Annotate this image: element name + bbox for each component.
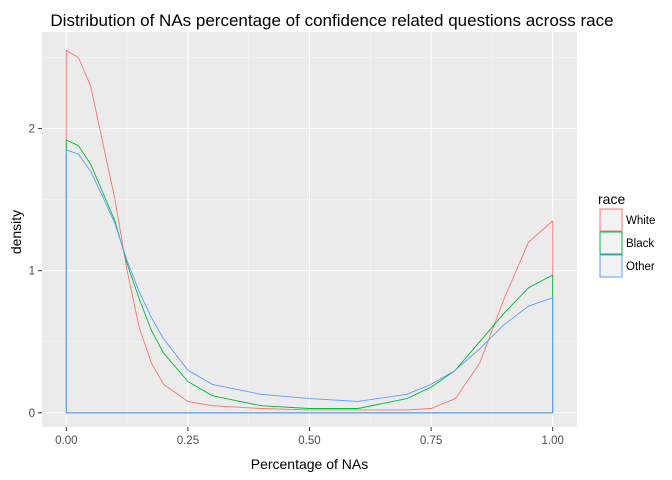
x-axis-title: Percentage of NAs bbox=[251, 456, 369, 472]
x-tick-label: 0.00 bbox=[55, 435, 77, 447]
legend-key-black bbox=[599, 231, 623, 255]
x-tick-label: 0.50 bbox=[298, 435, 320, 447]
x-tick-label: 1.00 bbox=[541, 435, 563, 447]
legend-key-other bbox=[599, 254, 623, 278]
legend-label-black: Black bbox=[626, 238, 654, 250]
chart-title: Distribution of NAs percentage of confid… bbox=[50, 11, 613, 30]
density-curve-black bbox=[65, 139, 554, 414]
legend: race White Black Other bbox=[598, 191, 655, 278]
legend-label-white: White bbox=[626, 215, 655, 227]
y-axis: 0 1 2 bbox=[29, 124, 42, 420]
y-tick-label: 2 bbox=[29, 124, 35, 136]
x-tick-label: 0.25 bbox=[177, 435, 199, 447]
density-curve-white bbox=[65, 50, 554, 414]
y-axis-title: density bbox=[8, 210, 24, 254]
y-tick-label: 0 bbox=[29, 408, 35, 420]
density-curve-other bbox=[65, 149, 554, 414]
density-curves bbox=[65, 50, 554, 414]
legend-label-other: Other bbox=[626, 261, 655, 273]
x-tick-label: 0.75 bbox=[420, 435, 442, 447]
legend-title: race bbox=[598, 191, 625, 207]
y-tick-label: 1 bbox=[29, 266, 35, 278]
x-axis: 0.00 0.25 0.50 0.75 1.00 bbox=[55, 427, 564, 447]
legend-key-white bbox=[599, 208, 623, 232]
